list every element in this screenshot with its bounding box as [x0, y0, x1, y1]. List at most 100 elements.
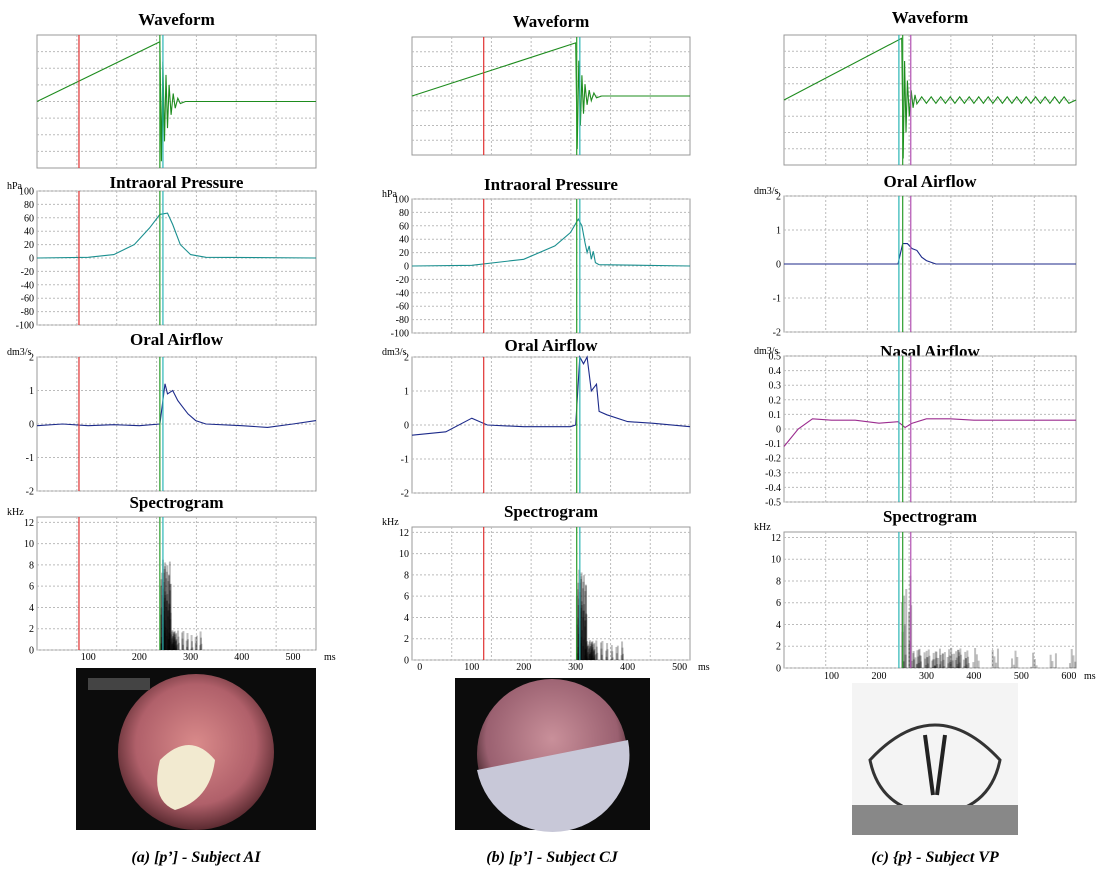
spectrogram-cell: [580, 630, 583, 660]
spectrogram-cell: [956, 663, 959, 668]
spectrogram-cell: [925, 650, 928, 668]
y-tick-label: 0.4: [769, 366, 782, 377]
spectrogram-cell: [582, 646, 585, 660]
y-tick-label: 2: [776, 642, 781, 653]
spectrogram-cell: [939, 654, 942, 668]
spectrogram-cell: [580, 572, 583, 660]
spectrogram-cell: [902, 661, 905, 668]
spectrogram-cell: [160, 608, 163, 650]
x-tick-label: 400: [620, 662, 635, 673]
chart-title: Spectrogram: [883, 507, 977, 526]
spectrogram-cell: [957, 649, 960, 668]
spectrogram-cell: [937, 658, 940, 668]
plot-frame: [411, 526, 691, 661]
spectrogram-cell: [578, 569, 581, 660]
y-tick-label: -100: [391, 329, 409, 340]
x-tick-label: 200: [132, 652, 147, 663]
spectrogram-cell: [600, 654, 603, 660]
spectrogram-energy: [901, 575, 1077, 668]
spectrogram-cell: [592, 658, 595, 660]
x-tick-label: 500: [672, 662, 687, 673]
spectrogram-cell: [163, 630, 166, 650]
spectrogram-cell: [174, 634, 177, 650]
spectrogram-cell: [170, 639, 173, 650]
spectrogram-cell: [588, 649, 591, 660]
spectrogram-cell: [912, 653, 915, 668]
x-tick-label: 600: [1061, 671, 1076, 682]
spectrogram-cell: [621, 647, 624, 660]
spectrogram-cell: [167, 616, 170, 650]
spectrogram-cell: [163, 597, 166, 650]
line-series: [411, 355, 691, 436]
spectrogram-cell: [181, 632, 184, 650]
spectrogram-cell: [163, 569, 166, 650]
spectrogram-cell: [579, 579, 582, 660]
spectrogram-cell: [592, 644, 595, 660]
spectrogram-cell: [582, 610, 585, 660]
spectrogram-cell: [931, 660, 934, 668]
y-tick-label: 12: [771, 533, 781, 544]
x-axis-unit: ms: [324, 652, 336, 663]
spectrogram-cell: [169, 641, 172, 650]
spectrogram-cell: [593, 649, 596, 660]
spectrogram-cell: [926, 657, 929, 668]
x-tick-label: 200: [516, 662, 531, 673]
spectrogram-cell: [595, 640, 598, 660]
spectrogram-cell: [963, 665, 966, 668]
spectrogram-cell: [175, 645, 178, 650]
spectrogram-cell: [167, 638, 170, 650]
y-tick-label: 0: [404, 421, 409, 432]
spectrogram-cell: [164, 620, 167, 650]
x-tick-label: 300: [919, 671, 934, 682]
spectrogram-cell: [995, 662, 998, 668]
spectrogram-cell: [943, 666, 946, 668]
y-tick-label: 12: [24, 518, 34, 529]
spectrogram-cell: [1070, 649, 1073, 668]
spectrogram-cell: [933, 659, 936, 668]
spectrogram-cell: [934, 665, 937, 668]
spectrogram-cell: [591, 640, 594, 660]
spectrogram-cell: [905, 588, 908, 668]
spectrogram-cell: [173, 632, 176, 650]
spectrogram-cell: [200, 643, 203, 650]
spectrogram-cell: [962, 659, 965, 668]
spectrogram-cell: [590, 658, 593, 660]
spectrogram-cell: [166, 565, 169, 650]
spectrogram-cell: [166, 629, 169, 650]
spectrogram-cell: [621, 653, 624, 660]
caption: (a) [p’] - Subject AI: [131, 849, 261, 866]
spectrogram-cell: [943, 652, 946, 668]
unit-label: kHz: [382, 517, 399, 528]
chart-title: Spectrogram: [504, 502, 598, 521]
spectrogram-cell: [940, 661, 943, 668]
spectrogram-cell: [967, 663, 970, 668]
spectrogram-cell: [167, 645, 170, 650]
y-tick-label: -0.3: [765, 468, 781, 479]
spectrogram-cell: [591, 648, 594, 660]
y-tick-label: 10: [771, 555, 781, 566]
spectrogram-cell: [591, 644, 594, 660]
spectrogram-cell: [1049, 654, 1052, 668]
spectrogram-cell: [167, 638, 170, 650]
spectrogram-cell: [164, 649, 167, 650]
spectrogram-cell: [182, 631, 185, 650]
chart-title: Waveform: [513, 12, 589, 31]
y-tick-label: 0: [404, 262, 409, 273]
spectrogram-cell: [163, 626, 166, 650]
spectrogram-cell: [589, 652, 592, 660]
spectrogram-cell: [585, 642, 588, 660]
y-tick-label: 40: [24, 227, 34, 238]
y-tick-label: 0: [776, 425, 781, 436]
spectrogram-cell: [924, 664, 927, 668]
y-tick-label: -0.5: [765, 498, 781, 509]
spectrogram-cell: [577, 605, 580, 660]
spectrogram-cell: [199, 637, 202, 650]
spectrogram-cell: [1074, 661, 1077, 668]
spectrogram-cell: [172, 639, 175, 650]
spectrogram-cell: [601, 641, 604, 660]
x-tick-label: 300: [183, 652, 198, 663]
y-tick-label: 10: [24, 539, 34, 550]
image-a: [76, 668, 316, 830]
spectrogram-cell: [928, 655, 931, 668]
spectrogram-cell: [934, 665, 937, 668]
